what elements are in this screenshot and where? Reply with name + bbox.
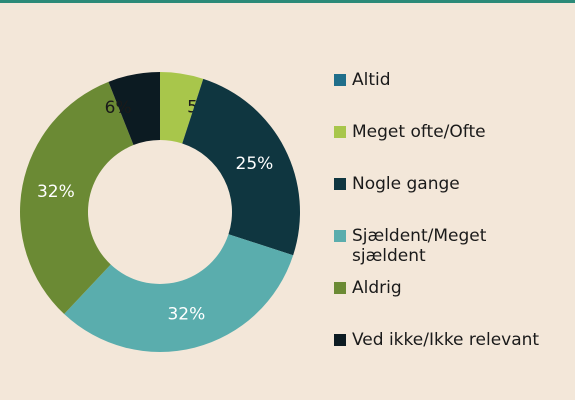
legend-label: Nogle gange bbox=[352, 174, 460, 194]
donut-slice bbox=[64, 234, 294, 352]
data-label: 32% bbox=[167, 305, 205, 325]
legend-label: Ved ikke/Ikke relevant bbox=[352, 330, 540, 350]
donut-slice bbox=[182, 78, 300, 256]
legend-swatch bbox=[334, 230, 346, 242]
top-border bbox=[0, 0, 575, 3]
legend-item: Meget ofte/Ofte bbox=[334, 122, 572, 142]
legend-label: Altid bbox=[352, 70, 391, 90]
data-label: 32% bbox=[37, 182, 75, 202]
legend-item: Nogle gange bbox=[334, 174, 572, 194]
donut-slice bbox=[19, 81, 134, 315]
legend-item: Aldrig bbox=[334, 278, 572, 298]
donut-slice bbox=[160, 72, 204, 144]
data-label: 25% bbox=[236, 154, 274, 174]
legend-swatch bbox=[334, 126, 346, 138]
donut-slice bbox=[108, 72, 160, 146]
legend-swatch bbox=[334, 282, 346, 294]
legend-label: Sjældent/Meget sjældent bbox=[352, 226, 487, 266]
legend-item: Ved ikke/Ikke relevant bbox=[334, 330, 575, 350]
legend-swatch bbox=[334, 74, 346, 86]
legend-item: Altid bbox=[334, 70, 572, 90]
legend-swatch bbox=[334, 178, 346, 190]
data-label: 6% bbox=[105, 98, 132, 118]
legend-item: Sjældent/Meget sjældent bbox=[334, 226, 527, 266]
legend-label: Aldrig bbox=[352, 278, 402, 298]
legend-swatch bbox=[334, 334, 346, 346]
legend-label: Meget ofte/Ofte bbox=[352, 122, 486, 142]
